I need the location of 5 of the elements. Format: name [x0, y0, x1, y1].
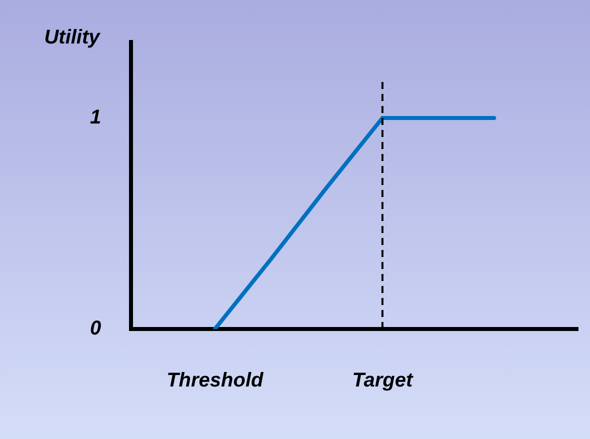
y-tick-label: 0: [90, 318, 102, 340]
x-tick-label: Target: [352, 370, 414, 392]
y-axis-title: Utility: [44, 26, 101, 49]
y-tick-label: 1: [90, 106, 102, 128]
x-tick-label: Threshold: [166, 370, 264, 392]
